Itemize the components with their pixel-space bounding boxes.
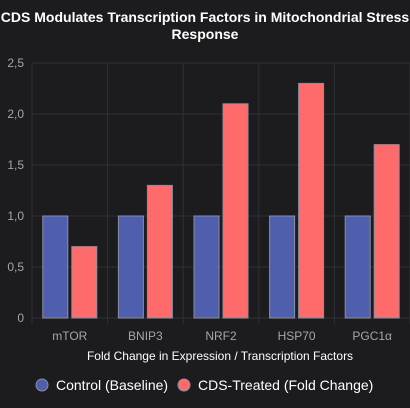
x-axis-ticks: mTOR BNIP3 NRF2 HSP70 PGC1α bbox=[52, 329, 392, 343]
chart-title-line-1: CDS Modulates Transcription Factors in M… bbox=[1, 9, 410, 25]
bar-cds-treated-2 bbox=[222, 103, 249, 319]
y-axis-ticks: 0 0,5 1,0 1,5 2,0 2,5 bbox=[7, 56, 24, 325]
x-tick-label: BNIP3 bbox=[128, 329, 163, 343]
bar-control-1 bbox=[117, 215, 144, 319]
x-tick-label: HSP70 bbox=[278, 329, 316, 343]
bar-control-3 bbox=[269, 215, 296, 319]
chart-title-line-2: Response bbox=[172, 26, 239, 42]
x-tick-label: NRF2 bbox=[205, 329, 237, 343]
bar-cds-treated-3 bbox=[298, 82, 325, 319]
legend: Control (Baseline) CDS-Treated (Fold Chan… bbox=[35, 377, 373, 393]
bar-control-0 bbox=[42, 215, 69, 319]
legend-label: Control (Baseline) bbox=[56, 377, 168, 393]
x-tick-label: PGC1α bbox=[352, 329, 392, 343]
legend-marker bbox=[35, 378, 49, 392]
x-tick-label: mTOR bbox=[52, 329, 87, 343]
y-tick-label: 1,5 bbox=[7, 158, 24, 172]
legend-marker bbox=[177, 378, 191, 392]
bar-control-2 bbox=[193, 215, 220, 319]
bar-cds-treated-4 bbox=[373, 144, 400, 319]
legend-label: CDS-Treated (Fold Change) bbox=[198, 377, 373, 393]
y-tick-label: 2,0 bbox=[7, 107, 24, 121]
bar-cds-treated-1 bbox=[146, 184, 173, 319]
x-axis-title: Fold Change in Expression / Transcriptio… bbox=[87, 349, 353, 363]
y-tick-label: 0,5 bbox=[7, 260, 24, 274]
bar-control-4 bbox=[344, 215, 371, 319]
chart-title: CDS Modulates Transcription Factors in M… bbox=[1, 9, 410, 42]
bars bbox=[42, 82, 400, 319]
y-tick-label: 1,0 bbox=[7, 209, 24, 223]
y-tick-label: 2,5 bbox=[7, 56, 24, 70]
bar-cds-treated-0 bbox=[71, 246, 98, 319]
y-tick-label: 0 bbox=[17, 311, 24, 325]
